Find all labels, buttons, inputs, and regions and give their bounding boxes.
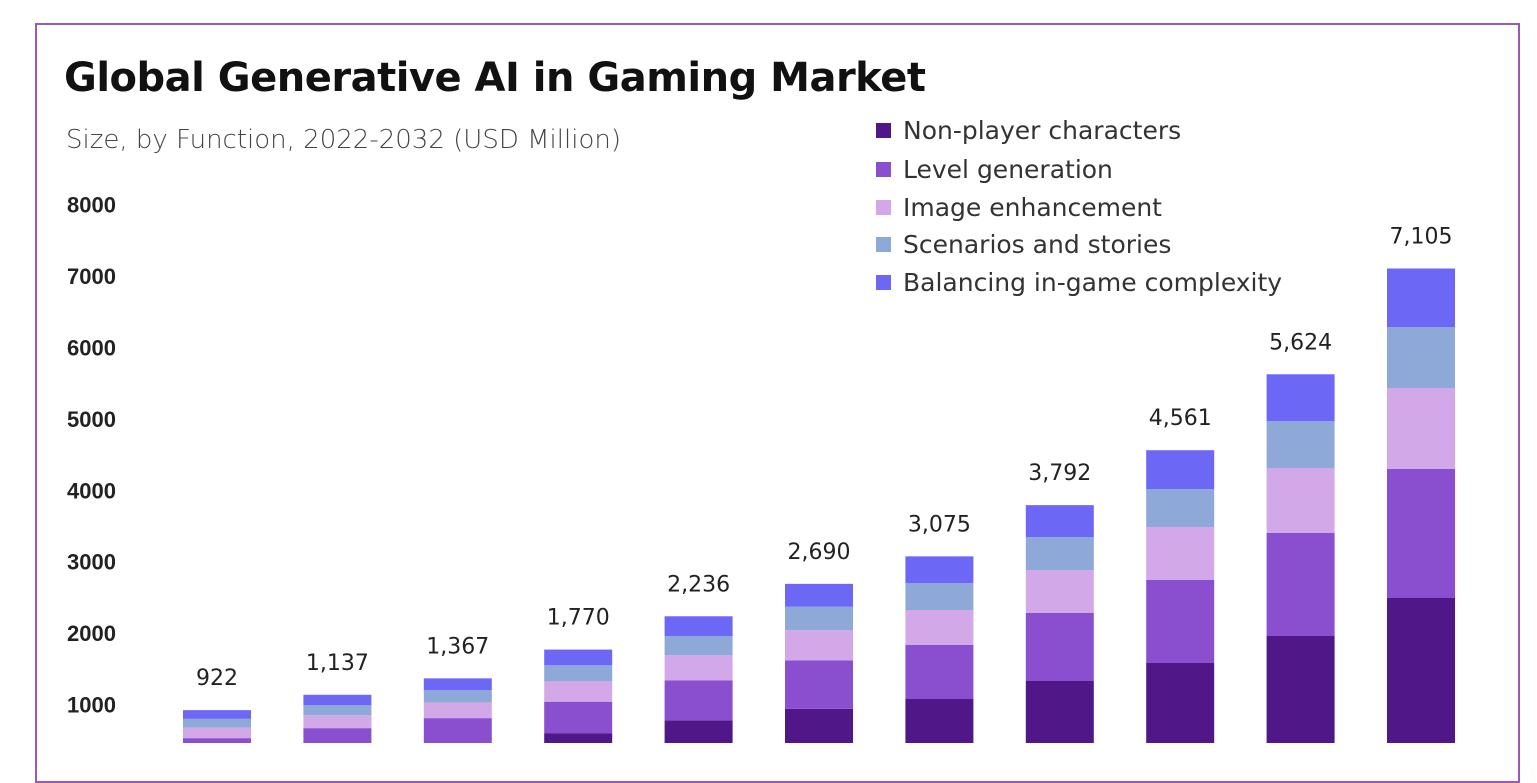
bar-segment-2027-3: [785, 606, 853, 631]
bar-segment-2029-1: [1025, 613, 1094, 681]
bar-segment-2032-1: [1387, 469, 1455, 598]
bar-segment-2027-2: [785, 630, 853, 661]
bar-segment-2024-3: [423, 690, 492, 703]
bar-segment-2031-3: [1266, 421, 1335, 468]
legend-swatch: [876, 200, 891, 215]
bar-segment-2025-2: [544, 681, 613, 702]
bar-segment-2027-1: [785, 660, 853, 709]
total-label-2029: 3,792: [1028, 461, 1091, 486]
legend-swatch: [876, 275, 891, 290]
bar-segment-2025-4: [544, 649, 613, 666]
bar-segment-2028-0: [905, 699, 974, 743]
bar-segment-2025-3: [544, 665, 613, 681]
bar-segment-2026-0: [664, 720, 733, 743]
bar-segment-2029-0: [1025, 681, 1094, 743]
bar-segment-2026-4: [664, 616, 733, 636]
bar-segment-2031-4: [1266, 374, 1335, 421]
bar-segment-2028-4: [905, 556, 974, 583]
bar-segment-2027-0: [785, 708, 853, 743]
legend-label: Non-player characters: [903, 116, 1182, 145]
legend-swatch: [876, 162, 891, 177]
legend-label: Scenarios and stories: [903, 230, 1172, 259]
y-tick-label: 8000: [67, 193, 116, 218]
legend-swatch: [876, 123, 891, 138]
y-tick-label: 4000: [67, 478, 116, 503]
bar-segment-2032-3: [1387, 327, 1455, 388]
legend-item-scenarios: Scenarios and stories: [876, 230, 1171, 259]
bar-segment-2032-2: [1387, 388, 1455, 469]
total-label-2023: 1,137: [306, 651, 369, 676]
bar-segment-2025-1: [544, 701, 613, 734]
total-label-2031: 5,624: [1269, 330, 1332, 355]
bar-segment-2031-2: [1266, 468, 1335, 533]
bar-segment-2023-1: [303, 728, 372, 743]
legend-item-balancing: Balancing in-game complexity: [876, 268, 1282, 297]
bar-segment-2022-3: [183, 718, 251, 728]
bar-segment-2022-2: [183, 727, 251, 739]
bar-segment-2023-4: [303, 694, 372, 706]
bar-segment-2029-2: [1025, 570, 1094, 613]
bar-segment-2032-4: [1387, 268, 1455, 327]
bar-segment-2027-4: [785, 583, 853, 607]
bar-segment-2026-3: [664, 636, 733, 656]
y-tick-label: 7000: [67, 264, 116, 289]
bar-segment-2029-3: [1025, 537, 1094, 570]
bar-segment-2024-4: [423, 678, 492, 691]
legend-label: Level generation: [903, 155, 1113, 184]
bar-segment-2031-1: [1266, 533, 1335, 636]
bar-segment-2030-4: [1146, 450, 1215, 489]
bar-segment-2029-4: [1025, 505, 1094, 537]
legend-item-level: Level generation: [876, 155, 1113, 184]
bar-segment-2023-2: [303, 715, 372, 729]
legend-label: Image enhancement: [903, 193, 1162, 222]
bar-segment-2028-2: [905, 610, 974, 645]
total-label-2027: 2,690: [788, 540, 851, 565]
bar-segment-2030-0: [1146, 663, 1215, 743]
bar-segment-2025-0: [544, 733, 613, 743]
y-tick-label: 1000: [67, 693, 116, 718]
total-label-2032: 7,105: [1390, 225, 1453, 250]
bar-segment-2028-3: [905, 583, 974, 610]
total-label-2026: 2,236: [667, 572, 730, 597]
legend-item-npc: Non-player characters: [876, 116, 1181, 145]
legend-label: Balancing in-game complexity: [903, 268, 1283, 297]
bar-segment-2022-1: [183, 738, 251, 743]
bar-segment-2031-0: [1266, 636, 1335, 743]
total-label-2028: 3,075: [908, 512, 971, 537]
total-label-2022: 922: [196, 666, 238, 691]
bar-segment-2032-0: [1387, 598, 1455, 743]
bar-segment-2023-3: [303, 705, 372, 716]
total-label-2030: 4,561: [1149, 406, 1212, 431]
total-label-2025: 1,770: [547, 606, 610, 631]
chart-subtitle: Size, by Function, 2022-2032 (USD Millio…: [66, 125, 621, 155]
bar-segment-2026-1: [664, 680, 733, 721]
bar-chart: 1000 2000 3000 4000 5000 6000 7000 8000 922 1,137…: [67, 193, 1455, 743]
y-tick-label: 6000: [67, 335, 116, 360]
y-tick-label: 3000: [67, 550, 116, 575]
bar-segment-2024-2: [423, 702, 492, 719]
y-tick-label: 5000: [67, 407, 116, 432]
bar-segment-2030-3: [1146, 489, 1215, 527]
y-tick-label: 2000: [67, 621, 116, 646]
legend-item-image: Image enhancement: [876, 193, 1162, 222]
bar-segment-2030-1: [1146, 580, 1215, 663]
bar-segment-2028-1: [905, 645, 974, 699]
bar-segment-2030-2: [1146, 527, 1215, 580]
bar-segment-2024-1: [423, 718, 492, 743]
legend-swatch: [876, 237, 891, 252]
bar-segment-2026-2: [664, 655, 733, 681]
chart-title: Global Generative AI in Gaming Market: [64, 55, 926, 101]
bar-segment-2022-4: [183, 710, 251, 719]
total-label-2024: 1,367: [426, 634, 489, 659]
